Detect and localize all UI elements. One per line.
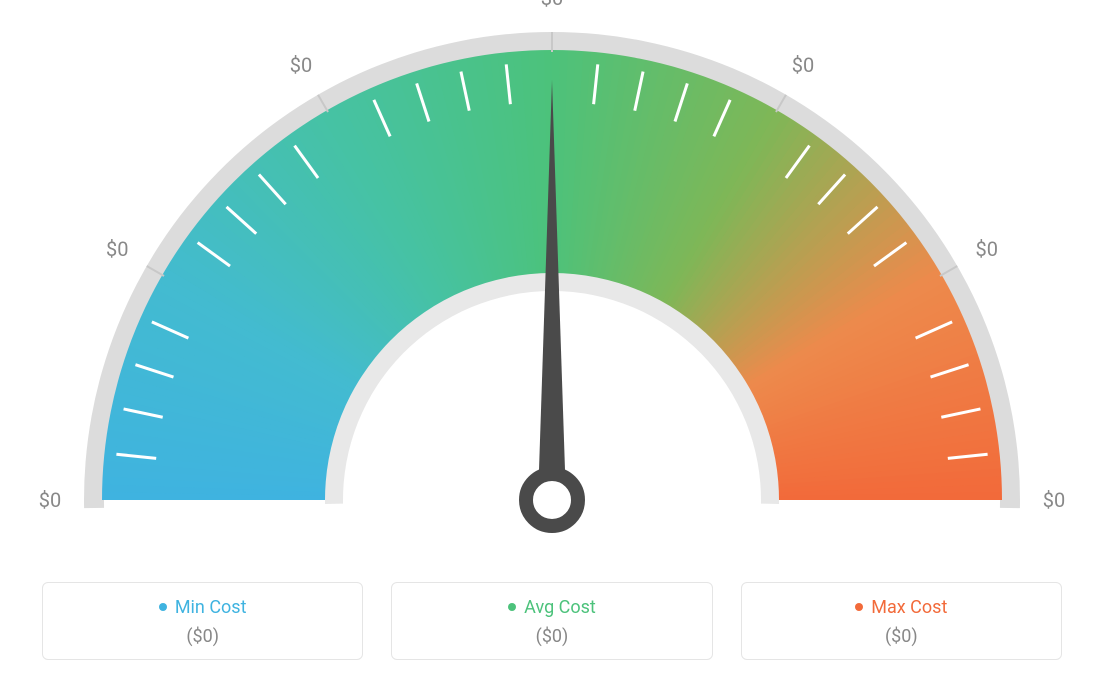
legend-value-avg: ($0) [402,626,701,647]
gauge-tick-label: $0 [1043,488,1065,512]
gauge-container: $0$0$0$0$0$0$0 [42,10,1062,570]
gauge-tick-label: $0 [106,237,128,261]
legend-label: Avg Cost [524,597,596,618]
legend-row: Min Cost ($0) Avg Cost ($0) Max Cost ($0… [42,582,1062,661]
legend-value-min: ($0) [53,626,352,647]
gauge-tick-label: $0 [541,0,563,10]
gauge-tick-label: $0 [39,488,61,512]
legend-title-max: Max Cost [855,597,947,618]
dot-icon [508,603,516,611]
dot-icon [855,603,863,611]
dot-icon [159,603,167,611]
legend-title-avg: Avg Cost [508,597,596,618]
legend-title-min: Min Cost [159,597,247,618]
legend-label: Max Cost [871,597,947,618]
gauge-tick-label: $0 [290,53,312,77]
gauge-svg [42,10,1062,570]
legend-card-max: Max Cost ($0) [741,582,1062,661]
legend-label: Min Cost [175,597,247,618]
gauge-tick-label: $0 [975,237,997,261]
legend-card-min: Min Cost ($0) [42,582,363,661]
legend-card-avg: Avg Cost ($0) [391,582,712,661]
gauge-tick-label: $0 [792,53,814,77]
legend-value-max: ($0) [752,626,1051,647]
